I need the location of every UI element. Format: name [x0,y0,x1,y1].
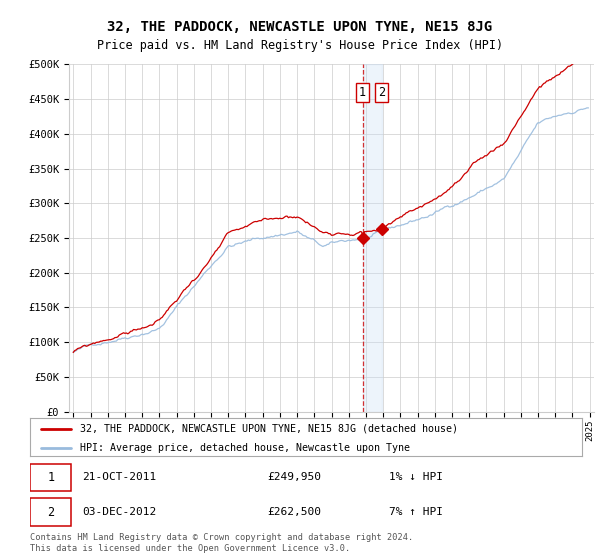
Text: 2: 2 [378,86,385,99]
Text: 21-OCT-2011: 21-OCT-2011 [82,472,157,482]
Text: 2: 2 [47,506,55,519]
Text: 32, THE PADDOCK, NEWCASTLE UPON TYNE, NE15 8JG: 32, THE PADDOCK, NEWCASTLE UPON TYNE, NE… [107,20,493,34]
Text: £249,950: £249,950 [268,472,322,482]
Text: 7% ↑ HPI: 7% ↑ HPI [389,507,443,517]
FancyBboxPatch shape [30,498,71,526]
Text: 1: 1 [359,86,366,99]
Text: Contains HM Land Registry data © Crown copyright and database right 2024.
This d: Contains HM Land Registry data © Crown c… [30,533,413,553]
Text: 1: 1 [47,471,55,484]
Text: Price paid vs. HM Land Registry's House Price Index (HPI): Price paid vs. HM Land Registry's House … [97,39,503,52]
Text: 1% ↓ HPI: 1% ↓ HPI [389,472,443,482]
Text: 03-DEC-2012: 03-DEC-2012 [82,507,157,517]
Text: HPI: Average price, detached house, Newcastle upon Tyne: HPI: Average price, detached house, Newc… [80,443,410,453]
Text: 32, THE PADDOCK, NEWCASTLE UPON TYNE, NE15 8JG (detached house): 32, THE PADDOCK, NEWCASTLE UPON TYNE, NE… [80,424,458,434]
FancyBboxPatch shape [30,464,71,491]
Text: £262,500: £262,500 [268,507,322,517]
Bar [362,64,382,412]
